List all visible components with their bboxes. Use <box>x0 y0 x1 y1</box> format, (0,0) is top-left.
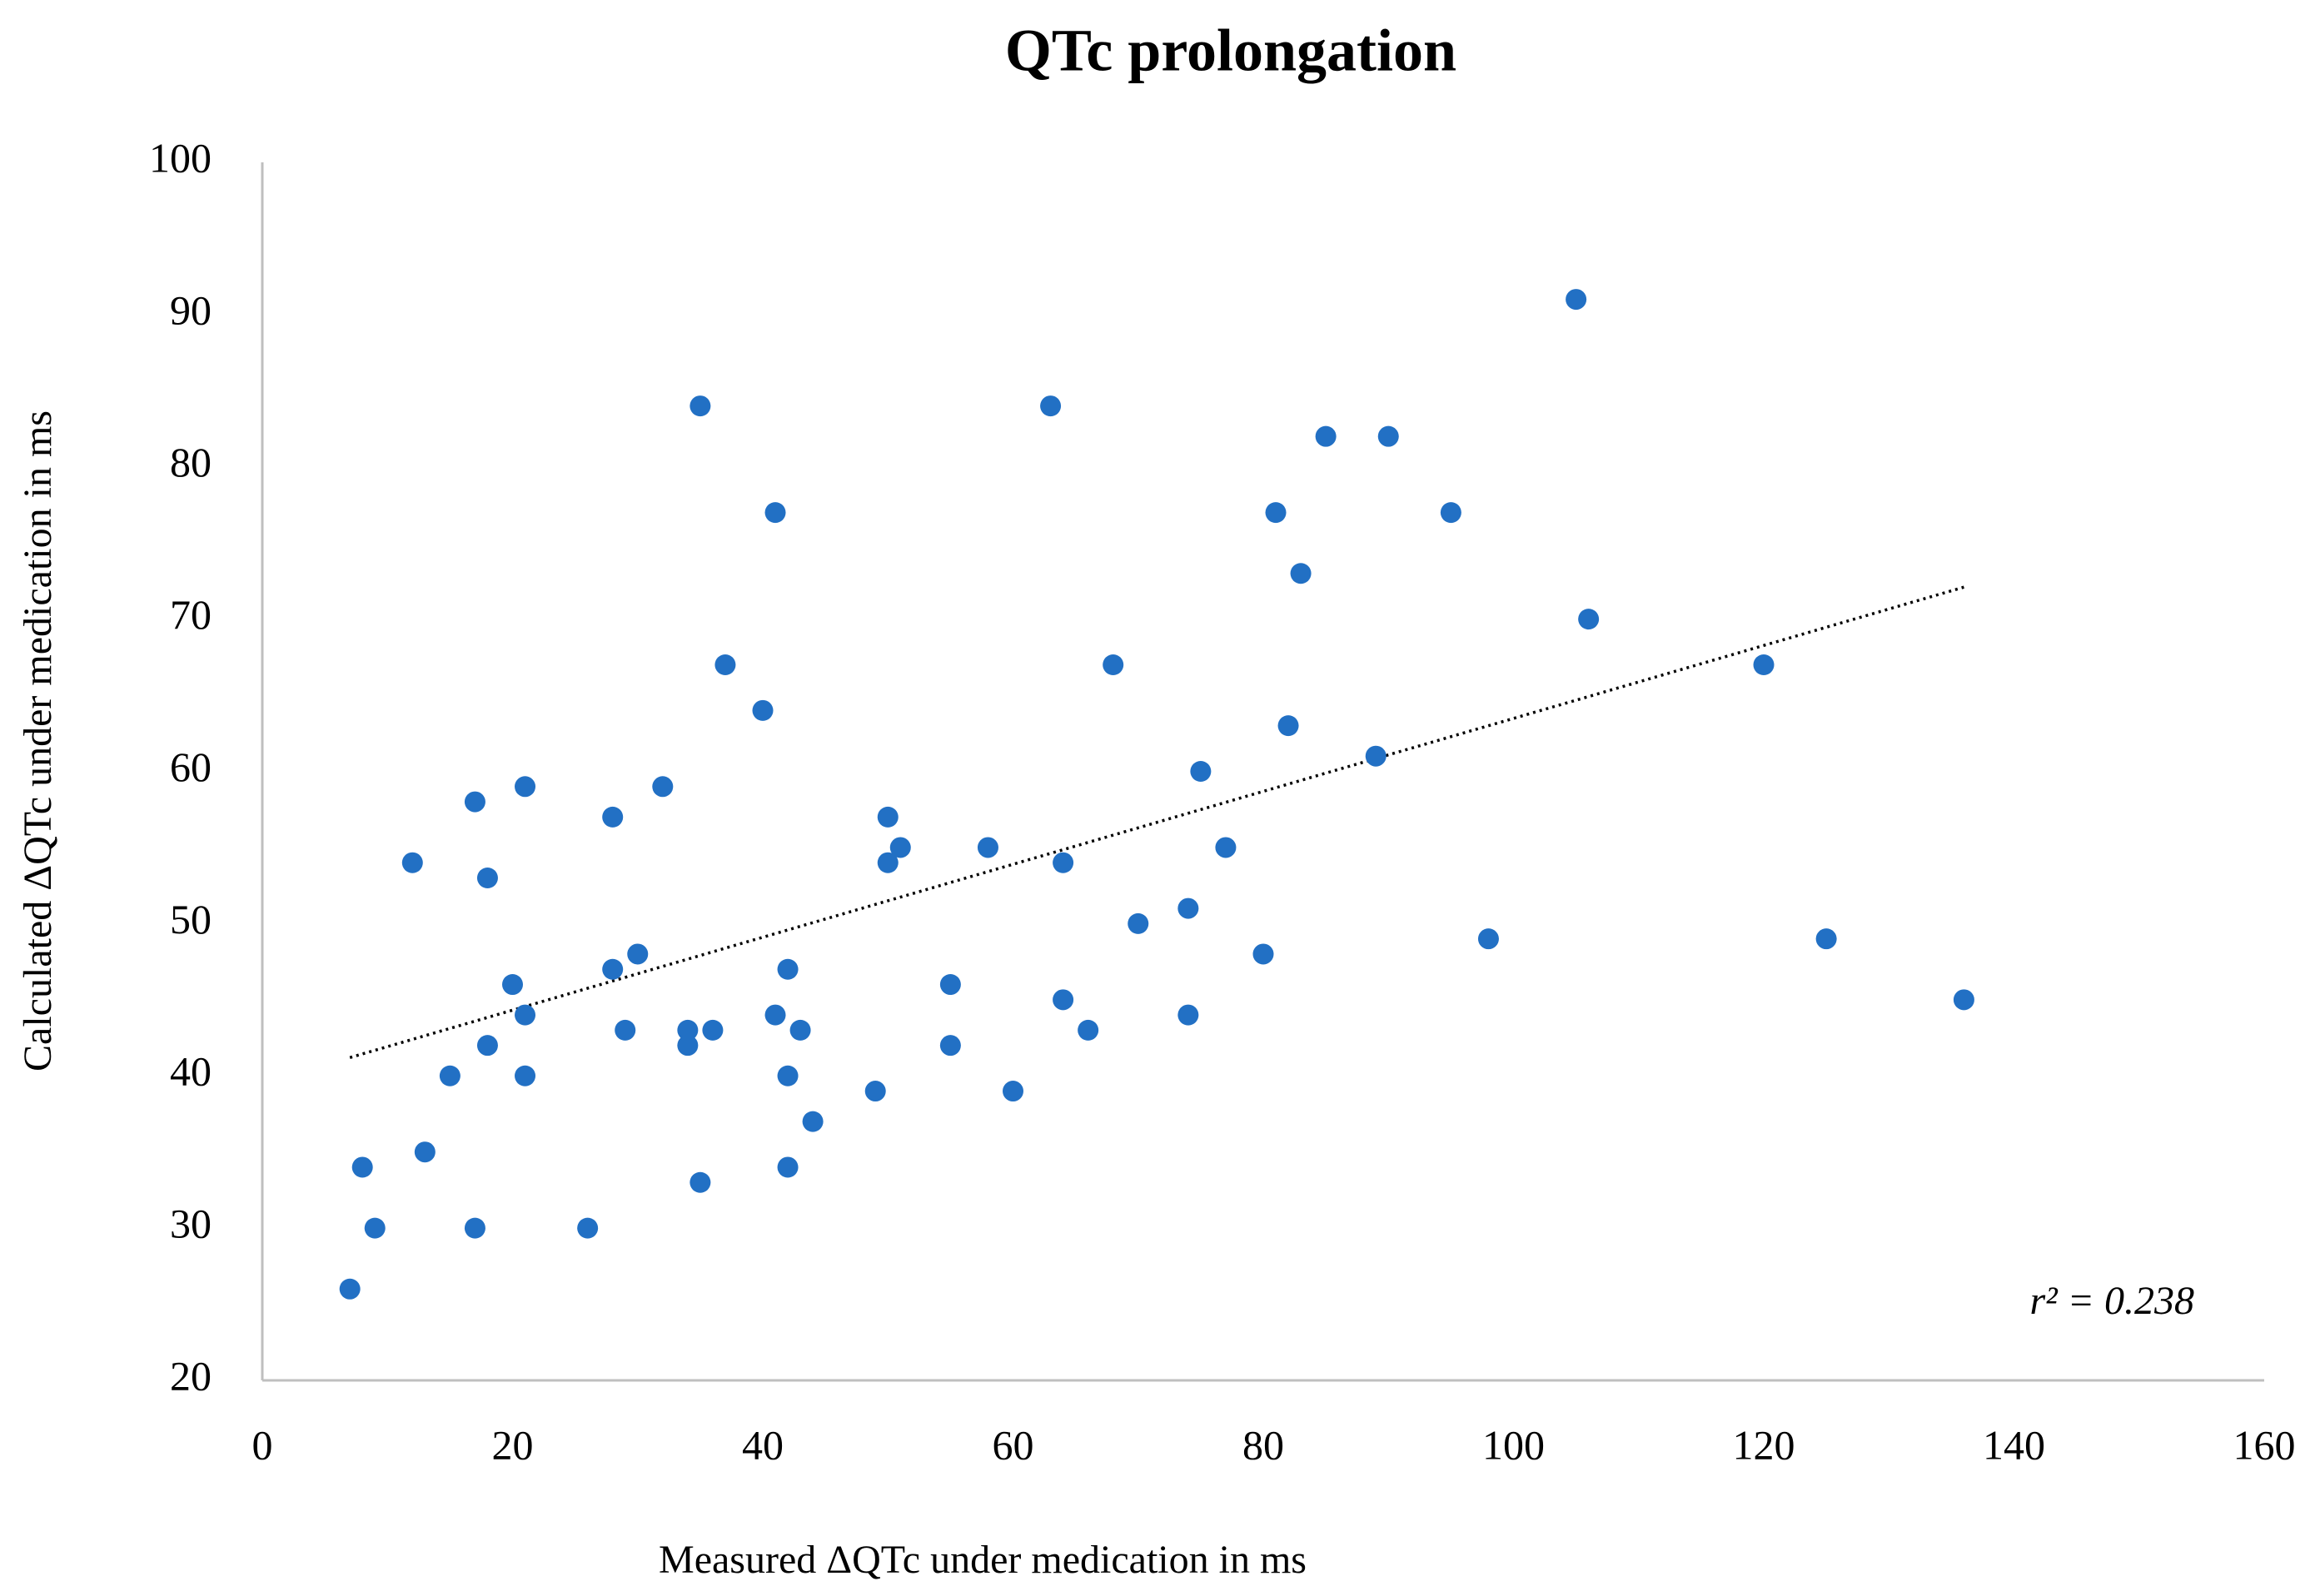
point <box>464 791 485 813</box>
point <box>1177 1004 1199 1026</box>
point <box>864 1081 886 1102</box>
annotation: r² = 0.238 <box>2030 1279 2194 1323</box>
point <box>690 395 711 417</box>
point <box>752 699 774 721</box>
point <box>1566 289 1587 311</box>
y-tick-label: 30 <box>170 1201 212 1247</box>
x-tick-label: 100 <box>1482 1421 1545 1468</box>
point <box>1753 654 1775 675</box>
point <box>577 1217 599 1239</box>
point <box>464 1217 485 1239</box>
point <box>515 1004 536 1026</box>
point <box>339 1278 361 1300</box>
point <box>714 654 736 675</box>
point <box>652 776 674 798</box>
point <box>977 837 998 858</box>
x-tick-label: 40 <box>742 1421 784 1468</box>
point <box>1078 1019 1099 1041</box>
point <box>1815 928 1837 950</box>
point <box>414 1141 436 1163</box>
point <box>364 1217 386 1239</box>
point <box>476 868 498 889</box>
point <box>1103 654 1124 675</box>
x-tick-label: 160 <box>2233 1421 2296 1468</box>
point <box>777 1065 799 1086</box>
point <box>802 1111 824 1132</box>
point <box>777 958 799 980</box>
point <box>764 502 786 524</box>
point <box>1053 989 1074 1011</box>
point <box>1365 745 1387 767</box>
point <box>602 958 624 980</box>
point <box>1040 395 1062 417</box>
x-tick-label: 0 <box>252 1421 273 1468</box>
point <box>351 1156 373 1178</box>
point <box>1290 563 1312 584</box>
point <box>1953 989 1974 1011</box>
point <box>777 1156 799 1178</box>
point <box>1252 943 1274 965</box>
point <box>502 974 523 996</box>
point <box>515 776 536 798</box>
point <box>939 1035 961 1057</box>
point <box>615 1019 636 1041</box>
x-tick-label: 80 <box>1242 1421 1284 1468</box>
y-tick-label: 100 <box>149 134 212 181</box>
y-axis-title: Calculated ΔQTc under medication in ms <box>16 410 60 1071</box>
point <box>677 1019 699 1041</box>
point <box>439 1065 461 1086</box>
point <box>1315 425 1337 447</box>
x-axis-title: Measured ΔQTc under medication in ms <box>659 1538 1307 1582</box>
point <box>476 1035 498 1057</box>
chart-title: QTc prolongation <box>1005 17 1456 84</box>
point <box>764 1004 786 1026</box>
point <box>1215 837 1237 858</box>
point <box>1003 1081 1023 1102</box>
point <box>1265 502 1287 524</box>
y-tick-label: 70 <box>170 591 212 638</box>
point <box>1440 502 1461 524</box>
point <box>702 1019 724 1041</box>
point <box>1128 912 1149 934</box>
point <box>889 837 911 858</box>
y-tick-label: 80 <box>170 439 212 485</box>
y-tick-label: 20 <box>170 1352 212 1399</box>
point <box>401 852 423 873</box>
point <box>789 1019 811 1041</box>
point <box>1190 761 1212 782</box>
point <box>677 1035 699 1057</box>
point <box>1578 609 1600 630</box>
x-tick-label: 120 <box>1733 1421 1795 1468</box>
point <box>1477 928 1499 950</box>
y-tick-label: 40 <box>170 1048 212 1095</box>
point <box>627 943 649 965</box>
y-tick-label: 90 <box>170 286 212 333</box>
point <box>1277 715 1299 737</box>
point <box>602 806 624 828</box>
point <box>1377 425 1399 447</box>
x-tick-label: 60 <box>993 1421 1034 1468</box>
point <box>1053 852 1074 873</box>
point <box>877 806 899 828</box>
x-tick-label: 140 <box>1983 1421 2045 1468</box>
point <box>515 1065 536 1086</box>
x-tick-label: 20 <box>492 1421 534 1468</box>
point <box>877 852 899 873</box>
trendline <box>349 585 1964 1059</box>
y-tick-label: 60 <box>170 743 212 790</box>
point <box>939 974 961 996</box>
y-tick-label: 50 <box>170 896 212 942</box>
point <box>690 1171 711 1193</box>
point <box>1177 897 1199 919</box>
